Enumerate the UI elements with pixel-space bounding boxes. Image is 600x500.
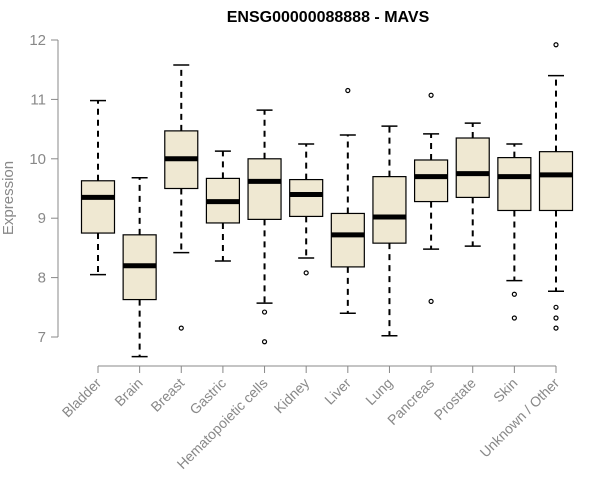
x-tick-label: Breast (147, 375, 187, 415)
y-tick-label: 7 (38, 329, 46, 346)
x-tick-label: Liver (321, 375, 354, 408)
iqr-box (413, 159, 449, 203)
box-kidney (289, 143, 324, 276)
y-tick-label: 11 (30, 91, 46, 108)
outlier-point (511, 291, 517, 297)
x-tick-label: Lung (362, 375, 395, 408)
x-tick-label: Bladder (59, 375, 105, 421)
outlier-point (553, 42, 559, 48)
box-unknown-other (538, 42, 574, 331)
x-tick-label: Prostate (431, 375, 479, 423)
outlier-point (178, 325, 184, 331)
y-ticks-group: 7 8 9 10 11 12 (29, 32, 58, 346)
iqr-box (289, 178, 324, 218)
outlier-point (553, 325, 559, 331)
iqr-box (330, 212, 365, 268)
y-tick-label: 8 (38, 270, 46, 287)
iqr-box (372, 176, 407, 244)
box-lung (372, 125, 407, 337)
box-skin (497, 143, 532, 321)
y-tick-label: 10 (29, 151, 46, 168)
y-tick-label: 9 (38, 210, 46, 227)
box-hematopoietic-cells (247, 109, 282, 345)
box-gastric (205, 150, 241, 262)
chart-title: ENSG00000088888 - MAVS (227, 9, 430, 26)
x-tick-label: Brain (111, 375, 145, 409)
y-axis-label: Expression (0, 161, 17, 235)
box-bladder (80, 99, 116, 276)
x-tick-label: Skin (490, 375, 521, 406)
box-liver (330, 87, 365, 314)
box-brain (122, 177, 157, 358)
boxes-group (80, 42, 574, 358)
outlier-point (261, 339, 268, 345)
box-breast (164, 64, 199, 331)
iqr-box (80, 180, 116, 234)
x-tick-label: Kidney (271, 375, 313, 417)
outlier-point (345, 87, 351, 94)
y-tick-label: 12 (29, 32, 46, 49)
outlier-point (511, 315, 517, 321)
outlier-point (553, 304, 559, 310)
outlier-point (261, 309, 268, 315)
iqr-box (538, 151, 574, 212)
box-pancreas (413, 92, 449, 304)
outlier-point (303, 270, 309, 276)
outlier-point (428, 92, 434, 98)
x-tick-label: Unknown / Other (477, 375, 563, 461)
iqr-box (247, 158, 282, 220)
iqr-box (497, 157, 532, 212)
iqr-box (455, 137, 490, 199)
outlier-point (553, 315, 559, 321)
box-prostate (455, 122, 490, 247)
outlier-point (428, 298, 434, 304)
